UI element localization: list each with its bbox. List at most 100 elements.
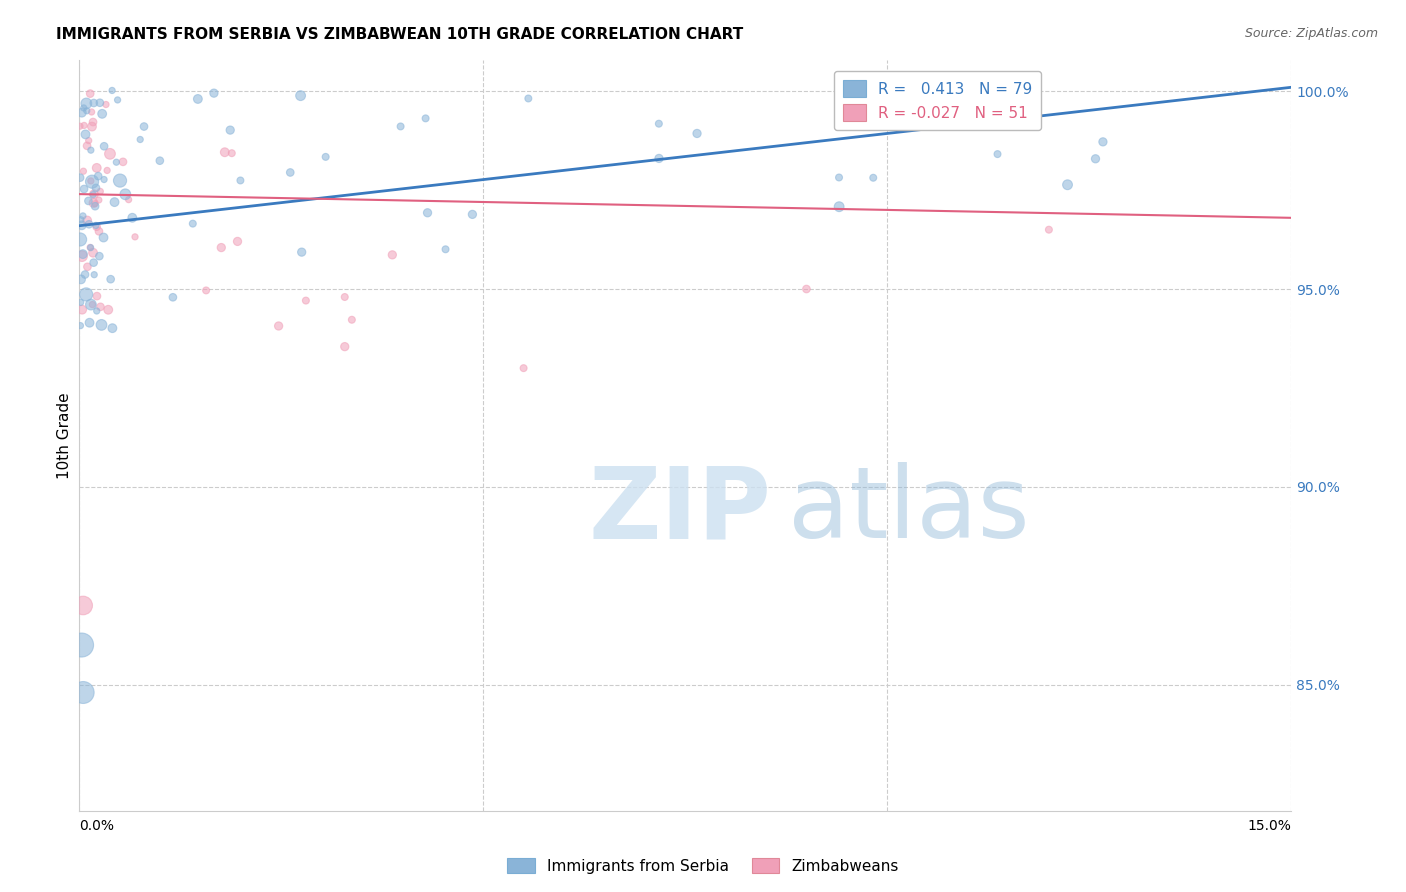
- Point: [86, 161, 108, 175]
- Point: [512, 361, 534, 376]
- Point: [219, 123, 242, 137]
- Point: [73, 119, 96, 133]
- Point: [221, 146, 243, 161]
- Point: [70, 302, 93, 317]
- Point: [75, 128, 97, 142]
- Point: [87, 193, 110, 207]
- Point: [86, 219, 108, 234]
- Point: [87, 169, 110, 183]
- Point: [267, 318, 290, 333]
- Text: ZIP: ZIP: [588, 462, 770, 559]
- Point: [72, 599, 94, 613]
- Point: [124, 230, 146, 244]
- Point: [107, 93, 129, 107]
- Text: Source: ZipAtlas.com: Source: ZipAtlas.com: [1244, 27, 1378, 40]
- Point: [79, 87, 101, 101]
- Text: 15.0%: 15.0%: [1247, 819, 1291, 833]
- Point: [73, 101, 96, 115]
- Point: [97, 302, 120, 317]
- Point: [89, 95, 111, 110]
- Point: [82, 187, 104, 202]
- Point: [70, 638, 93, 652]
- Point: [1056, 178, 1078, 192]
- Point: [986, 147, 1008, 161]
- Point: [69, 318, 91, 333]
- Point: [181, 217, 204, 231]
- Point: [69, 170, 91, 185]
- Point: [132, 120, 155, 134]
- Point: [84, 219, 107, 233]
- Point: [89, 300, 111, 314]
- Point: [93, 172, 115, 186]
- Point: [77, 194, 100, 208]
- Point: [129, 132, 152, 146]
- Point: [290, 88, 312, 103]
- Point: [98, 146, 121, 161]
- Point: [80, 105, 103, 120]
- Point: [89, 249, 111, 263]
- Point: [84, 196, 107, 211]
- Point: [86, 304, 108, 318]
- Point: [76, 103, 98, 118]
- Point: [796, 282, 818, 296]
- Point: [76, 213, 98, 227]
- Text: IMMIGRANTS FROM SERBIA VS ZIMBABWEAN 10TH GRADE CORRELATION CHART: IMMIGRANTS FROM SERBIA VS ZIMBABWEAN 10T…: [56, 27, 744, 42]
- Point: [202, 86, 225, 100]
- Point: [80, 297, 103, 311]
- Point: [828, 170, 851, 185]
- Point: [70, 212, 93, 227]
- Point: [101, 321, 124, 335]
- Point: [333, 290, 356, 304]
- Point: [195, 284, 218, 298]
- Point: [434, 242, 457, 256]
- Point: [83, 187, 105, 202]
- Point: [96, 163, 118, 178]
- Point: [80, 175, 103, 189]
- Point: [76, 260, 98, 274]
- Point: [72, 685, 94, 699]
- Point: [82, 195, 104, 210]
- Point: [89, 185, 111, 199]
- Point: [121, 211, 143, 225]
- Y-axis label: 10th Grade: 10th Grade: [58, 392, 72, 479]
- Point: [70, 219, 93, 233]
- Point: [100, 272, 122, 286]
- Point: [461, 207, 484, 221]
- Point: [229, 173, 252, 187]
- Point: [1084, 152, 1107, 166]
- Point: [70, 105, 93, 120]
- Point: [83, 95, 105, 110]
- Point: [149, 153, 172, 168]
- Point: [69, 295, 91, 310]
- Point: [91, 107, 114, 121]
- Point: [87, 224, 110, 238]
- Point: [69, 232, 91, 246]
- Point: [108, 173, 131, 187]
- Point: [389, 120, 412, 134]
- Point: [69, 120, 91, 134]
- Point: [111, 154, 134, 169]
- Point: [80, 143, 103, 157]
- Point: [72, 209, 94, 223]
- Point: [79, 241, 101, 255]
- Point: [415, 112, 437, 126]
- Text: atlas: atlas: [789, 462, 1029, 559]
- Legend: Immigrants from Serbia, Zimbabweans: Immigrants from Serbia, Zimbabweans: [501, 852, 905, 880]
- Point: [1038, 223, 1060, 237]
- Legend: R =   0.413   N = 79, R = -0.027   N = 51: R = 0.413 N = 79, R = -0.027 N = 51: [834, 71, 1042, 130]
- Point: [340, 312, 363, 326]
- Point: [83, 268, 105, 282]
- Point: [828, 200, 851, 214]
- Point: [295, 293, 318, 308]
- Point: [79, 316, 101, 330]
- Point: [416, 206, 439, 220]
- Point: [291, 245, 314, 260]
- Point: [82, 245, 104, 260]
- Point: [77, 134, 100, 148]
- Point: [70, 272, 93, 286]
- Point: [93, 139, 115, 153]
- Point: [648, 117, 671, 131]
- Point: [832, 116, 855, 130]
- Point: [333, 340, 356, 354]
- Point: [209, 241, 232, 255]
